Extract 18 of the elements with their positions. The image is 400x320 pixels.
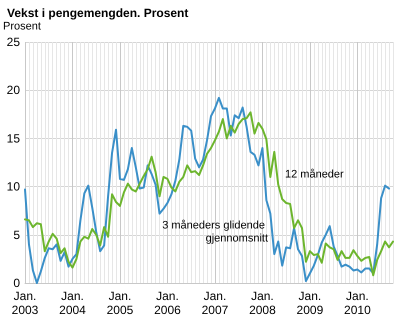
x-tick-label: Jan. 2008 bbox=[249, 289, 276, 317]
y-tick-label: 5 bbox=[13, 228, 20, 242]
y-axis-title: Prosent bbox=[3, 20, 41, 32]
x-tick-label: Jan. 2007 bbox=[202, 289, 229, 317]
y-tick-label: 25 bbox=[6, 35, 20, 49]
x-tick-label: Jan. 2010 bbox=[344, 289, 372, 317]
x-tick-label: Jan. 2003 bbox=[12, 289, 39, 317]
y-tick-label: 0 bbox=[13, 276, 20, 290]
series-label: 12 måneder bbox=[285, 168, 344, 180]
x-tick-label: Jan. 2009 bbox=[296, 289, 324, 317]
y-tick-label: 20 bbox=[6, 83, 20, 98]
x-tick-label: Jan. 2004 bbox=[59, 289, 86, 317]
x-tick-label: Jan. 2005 bbox=[106, 289, 134, 317]
chart-title: Vekst i pengemengden. Prosent bbox=[7, 6, 188, 20]
y-tick-label: 15 bbox=[6, 131, 20, 146]
y-tick-label: 10 bbox=[6, 180, 20, 194]
x-tick-label: Jan. 2006 bbox=[154, 289, 182, 317]
series-label: 3 måneders glidende gjennomsnitt bbox=[162, 220, 268, 244]
